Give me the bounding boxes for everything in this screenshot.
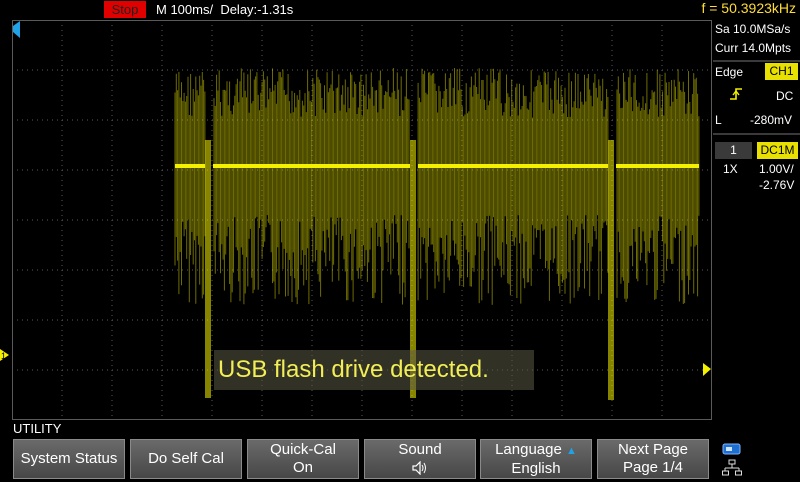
system-status-button[interactable]: System Status [13,439,125,479]
channel1-trace [174,68,700,400]
timebase-value: M 100ms/ [156,2,214,17]
trigger-level: -280mV [750,113,793,127]
language-arrow-icon: ▲ [566,444,577,457]
self-cal-button[interactable]: Do Self Cal [130,439,242,479]
frequency-counter: f = 50.3923kHz [701,0,796,16]
quick-cal-value: On [292,459,313,476]
delay-value: Delay:-1.31s [220,2,294,17]
next-page-button[interactable]: Next Page Page 1/4 [597,439,709,479]
trigger-source[interactable]: CH1 [765,63,798,80]
channel1-dropout-spike [205,140,211,398]
sample-rate: Sa 10.0MSa/s [715,22,791,36]
channel1-coupling[interactable]: DC1M [757,142,798,159]
channel1-probe: 1X [723,162,738,176]
channel1-tag[interactable]: 1 [715,142,752,159]
network-icon [722,459,742,482]
channel1-ground-marker: 1 [0,349,9,361]
sound-button[interactable]: Sound [364,439,476,479]
page-indicator: Page 1/4 [622,459,684,476]
svg-text:1: 1 [1,351,6,361]
system-status-label: System Status [20,450,118,467]
language-value: English [511,459,561,477]
channel1-scale: 1.00V/ [759,162,794,176]
speaker-icon [365,459,475,477]
next-page-label: Next Page [617,441,689,458]
quick-cal-button[interactable]: Quick-Cal On [247,439,359,479]
trigger-level-label: L [715,113,722,127]
memory-depth: Curr 14.0Mpts [715,41,792,55]
channel1-dropout-spike [410,140,416,398]
waveform-canvas [12,20,712,420]
status-bar: Stop M 100ms/ Delay:-1.31s f = 50.3923kH… [0,0,800,20]
trigger-level-marker [703,363,711,376]
trigger-position-marker [13,21,20,38]
channel1-offset: -2.76V [759,178,795,192]
run-stop-status[interactable]: Stop [104,1,146,18]
softkey-menu: System Status Do Self Cal Quick-Cal On S… [0,438,800,480]
timebase-readout: M 100ms/ Delay:-1.31s [156,2,293,17]
waveform-display[interactable]: USB flash drive detected. [12,20,712,420]
sound-label: Sound [398,441,442,458]
language-label: Language ▲ [495,440,577,458]
usb-detected-message: USB flash drive detected. [214,350,534,390]
quick-cal-label: Quick-Cal [270,441,336,458]
info-panel: Sa 10.0MSa/s Curr 14.0Mpts Edge CH1 DC L… [713,20,800,420]
channel1-dropout-spike [608,140,614,400]
channel1-noise-band [174,68,700,305]
trigger-type[interactable]: Edge [715,65,744,79]
trigger-coupling: DC [776,89,794,103]
usb-icon [722,442,742,460]
rising-edge-icon [729,87,743,104]
self-cal-label: Do Self Cal [148,450,224,467]
menu-title: UTILITY [13,421,62,436]
language-button[interactable]: Language ▲ English [480,439,592,479]
